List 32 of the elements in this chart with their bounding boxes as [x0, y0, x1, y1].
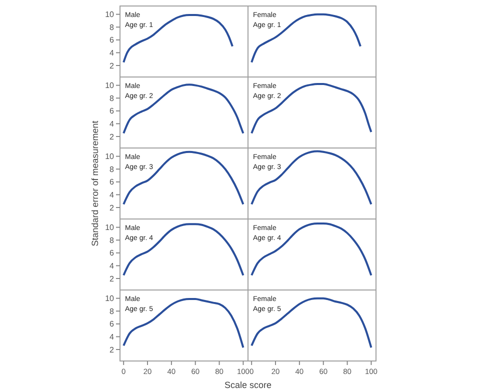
- y-tick-label: 4: [110, 332, 115, 342]
- x-axis-title: Scale score: [224, 380, 272, 390]
- y-tick-label: 10: [105, 10, 115, 20]
- y-tick-label: 6: [110, 106, 115, 116]
- y-tick-label: 8: [110, 22, 115, 32]
- y-axis-title: Standard error of measurement: [90, 120, 100, 246]
- y-tick-label: 10: [105, 152, 115, 162]
- line-series: [122, 223, 244, 276]
- line-series: [122, 84, 244, 134]
- y-tick-label: 10: [105, 294, 115, 304]
- line-series: [122, 298, 244, 349]
- line-series: [122, 150, 244, 206]
- y-tick-label: 2: [110, 274, 115, 284]
- y-tick-label: 6: [110, 320, 115, 329]
- y-tick-label: 4: [110, 190, 115, 200]
- y-tick-label: 4: [110, 261, 115, 270]
- y-tick-label: 8: [110, 164, 115, 174]
- y-tick-label: 8: [110, 94, 115, 103]
- y-tick-label: 8: [110, 306, 115, 316]
- y-tick-label: 10: [105, 223, 115, 232]
- y-tick-label: 2: [110, 61, 115, 70]
- y-tick-label: 10: [105, 81, 115, 90]
- y-tick-label: 2: [110, 203, 115, 212]
- y-tick-label: 2: [110, 345, 115, 354]
- y-tick-label: 4: [110, 48, 115, 58]
- y-tick-label: 4: [110, 119, 115, 128]
- y-tick-label: 6: [110, 36, 115, 45]
- line-series: [122, 14, 234, 64]
- y-tick-label: 6: [110, 178, 115, 187]
- y-tick-label: 8: [110, 236, 115, 245]
- y-tick-label: 2: [110, 132, 115, 142]
- y-tick-label: 6: [110, 248, 115, 258]
